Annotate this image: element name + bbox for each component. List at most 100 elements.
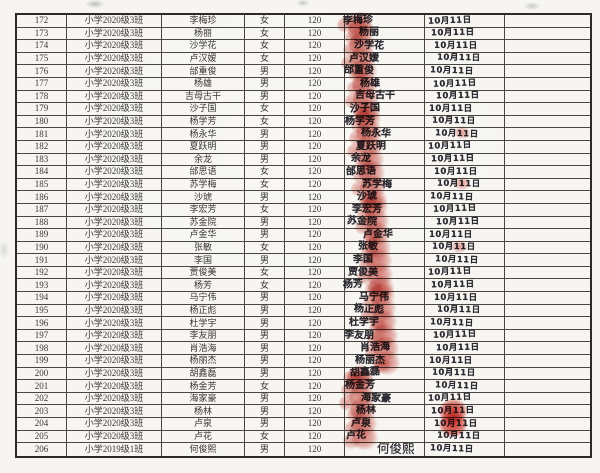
row-number-cell: 194: [17, 292, 67, 305]
date-cell: 10月11日: [425, 229, 505, 242]
table-row: 182 小学2020级3班 夏跃明男 120 夏跃明 10月11日: [17, 133, 590, 159]
gender-cell: 男: [245, 292, 285, 305]
date-cell: 10月11日: [425, 15, 505, 28]
student-name-cell: 卢花: [162, 430, 245, 444]
date-cell: 10月11日: [425, 115, 505, 129]
amount-cell: 120: [285, 103, 345, 116]
signature-handwriting: 沙学花: [353, 39, 385, 52]
row-number-cell: 199: [17, 355, 67, 368]
table-row: 194 小学2020级3班 马宁伟男 120 马宁伟 10月11日: [17, 283, 590, 311]
amount-cell: 120: [285, 292, 345, 305]
date-handwriting: 10月11日: [432, 203, 477, 216]
row-number-cell: 201: [17, 380, 67, 393]
signature-cell: 杨芳: [342, 276, 425, 301]
row-number-cell: 192: [17, 266, 67, 280]
date-handwriting: 10月11日: [429, 229, 473, 240]
blank-cell: [505, 405, 590, 418]
blank-cell: [505, 279, 590, 293]
student-name-cell: 苏学梅: [162, 178, 245, 192]
amount-cell: 120: [285, 367, 345, 381]
gender-cell: 男: [245, 342, 285, 356]
date-cell: 10月11日: [425, 141, 505, 154]
amount-cell: 120: [285, 153, 345, 167]
signature-handwriting: 杨金芳: [345, 380, 375, 392]
blank-cell: [505, 141, 590, 154]
date-handwriting: 10月11日: [431, 367, 476, 379]
amount-cell: 120: [285, 304, 345, 318]
blank-cell: [505, 267, 590, 280]
gender-cell: 女: [245, 103, 285, 116]
student-name-cell: 卢金华: [162, 229, 245, 242]
class-cell: 小学2020级3班: [67, 380, 162, 393]
signature-handwriting: 卢汉嫒: [348, 52, 380, 64]
amount-cell: 120: [285, 392, 345, 406]
amount-cell: 120: [285, 418, 345, 431]
table-row: 195 小学2020级3班 杨正彪男 120 杨正彪 10月11日: [17, 296, 590, 323]
student-name-cell: 沙琥: [162, 191, 245, 204]
date-cell: 10月11日: [425, 27, 505, 41]
row-number-cell: 205: [17, 430, 67, 444]
signature-cell: 沙琥: [345, 188, 425, 213]
date-handwriting: 10月11日: [435, 342, 480, 354]
signature-handwriting: 卢泉: [350, 417, 372, 430]
gender-cell: 男: [245, 140, 285, 154]
amount-cell: 120: [285, 380, 345, 393]
blank-cell: [505, 116, 590, 129]
student-name-cell: 杨雄: [162, 77, 245, 91]
amount-cell: 120: [285, 266, 345, 280]
row-number-cell: 181: [17, 128, 67, 141]
signature-handwriting: 杨雄: [359, 77, 381, 90]
date-cell: 10月11日: [425, 304, 505, 318]
signature-handwriting: 沙琥: [356, 190, 378, 203]
date-cell: 10月11日: [425, 191, 505, 204]
signature-handwriting: 杨学芳: [345, 115, 375, 127]
signature-cell: 杨丽杰: [345, 351, 425, 376]
gender-cell: 女: [245, 40, 285, 53]
student-name-cell: 卢泉: [162, 418, 245, 431]
signature-cell: 杨永华: [345, 120, 425, 147]
class-cell: 小学2020级3班: [67, 304, 162, 318]
date-handwriting: 10月11日: [434, 254, 479, 266]
class-cell: 小学2020级3班: [67, 40, 162, 53]
row-number-cell: 191: [17, 254, 67, 267]
class-cell: 小学2020级3班: [67, 27, 162, 41]
signature-handwriting: 贾俊美: [347, 266, 379, 278]
amount-cell: 120: [285, 254, 345, 267]
row-number-cell: 197: [17, 329, 67, 343]
blank-cell: [505, 418, 590, 431]
signature-handwriting: 杨芳: [342, 278, 364, 291]
gender-cell: 男: [245, 317, 285, 330]
table-row: 200 小学2020级3班 胡鑫磊男 120 胡鑫磊 10月11日: [17, 364, 590, 389]
signature-cell: 卢汉嫒: [341, 45, 425, 71]
amount-cell: 120: [285, 229, 345, 242]
class-cell: 小学2020级3班: [67, 103, 162, 116]
table-row: 183 小学2020级3班 余龙男 120 余龙 10月11日: [17, 147, 590, 172]
date-cell: 10月11日: [425, 40, 505, 53]
gender-cell: 男: [245, 90, 285, 104]
date-cell: 10月11日: [425, 216, 505, 230]
signature-cell: 杨丽: [345, 18, 425, 46]
signature-handwriting: 肖浩海: [359, 341, 391, 354]
signature-cell: 邰重俊: [344, 59, 425, 84]
date-handwriting: 10月11日: [427, 392, 472, 405]
class-cell: 小学2020级3班: [67, 241, 162, 255]
student-name-cell: 沙子国: [162, 103, 245, 116]
row-number-cell: 190: [17, 241, 67, 255]
table-row: 202 小学2020级3班 海家豪男 120 海家豪 10月11日: [17, 384, 590, 411]
date-handwriting: 10月11日: [427, 266, 472, 279]
student-name-cell: 胡鑫磊: [162, 367, 245, 381]
amount-cell: 120: [285, 90, 345, 104]
table-row: 186 小学2020级3班 沙琥男 120 沙琥 10月11日: [17, 188, 590, 213]
student-name-cell: 张敏: [162, 241, 245, 255]
table-row: 191 小学2020级3班 李国男 120 李国 10月11日: [17, 249, 590, 274]
blank-cell: [505, 229, 590, 242]
blank-cell: [505, 355, 590, 368]
student-name-cell: 邰思语: [162, 166, 245, 179]
table-row: 203 小学2020级3班 杨林男 120 杨林 10月11日: [17, 398, 590, 425]
row-number-cell: 179: [17, 103, 67, 116]
gender-cell: 男: [245, 355, 285, 368]
row-number-cell: 180: [17, 115, 67, 129]
date-cell: 10月11日: [425, 412, 505, 437]
blank-cell: [505, 292, 590, 305]
